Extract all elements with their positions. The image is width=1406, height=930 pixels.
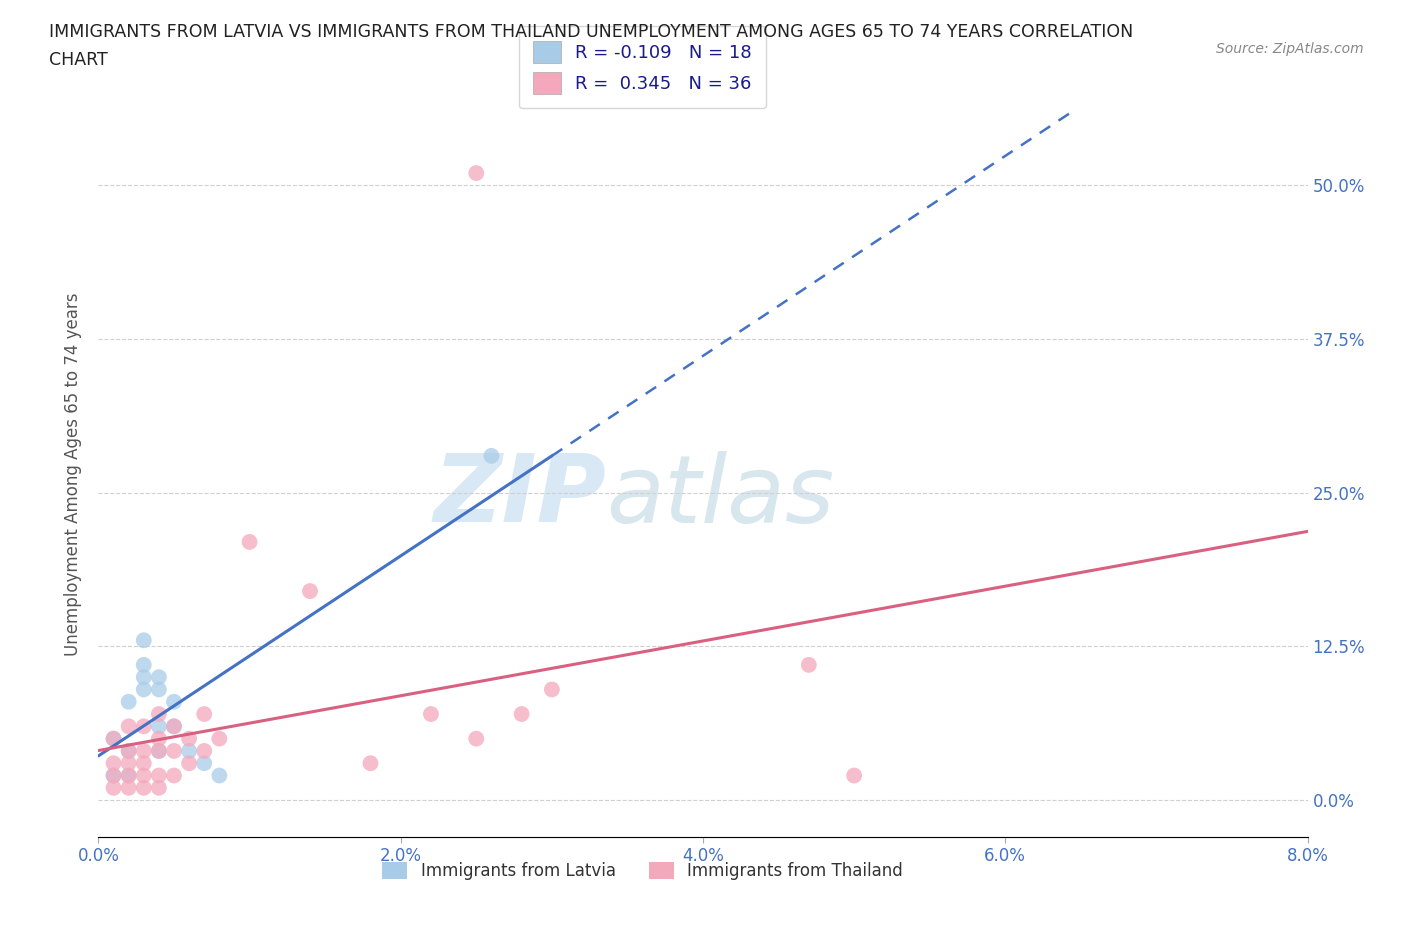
Point — [148, 707, 170, 722]
Point — [103, 756, 125, 771]
Text: atlas: atlas — [606, 450, 835, 541]
Point — [420, 707, 443, 722]
Point — [132, 743, 155, 758]
Point — [299, 584, 322, 599]
Point — [103, 780, 125, 795]
Y-axis label: Unemployment Among Ages 65 to 74 years: Unemployment Among Ages 65 to 74 years — [65, 293, 83, 656]
Point — [148, 731, 170, 746]
Point — [148, 780, 170, 795]
Point — [118, 743, 141, 758]
Legend: Immigrants from Latvia, Immigrants from Thailand: Immigrants from Latvia, Immigrants from … — [375, 856, 910, 886]
Point — [103, 731, 125, 746]
Point — [179, 743, 201, 758]
Point — [163, 719, 186, 734]
Point — [239, 535, 262, 550]
Point — [132, 658, 155, 672]
Point — [132, 719, 155, 734]
Point — [163, 743, 186, 758]
Point — [510, 707, 533, 722]
Point — [481, 448, 503, 463]
Text: Source: ZipAtlas.com: Source: ZipAtlas.com — [1216, 42, 1364, 56]
Point — [179, 731, 201, 746]
Point — [193, 756, 215, 771]
Point — [163, 719, 186, 734]
Point — [118, 756, 141, 771]
Point — [132, 632, 155, 647]
Point — [208, 768, 231, 783]
Point — [118, 768, 141, 783]
Point — [103, 768, 125, 783]
Point — [360, 756, 382, 771]
Point — [193, 743, 215, 758]
Point — [103, 731, 125, 746]
Point — [465, 731, 488, 746]
Point — [148, 719, 170, 734]
Point — [844, 768, 866, 783]
Point — [148, 768, 170, 783]
Point — [208, 731, 231, 746]
Text: ZIP: ZIP — [433, 450, 606, 542]
Point — [540, 682, 562, 697]
Point — [132, 780, 155, 795]
Text: IMMIGRANTS FROM LATVIA VS IMMIGRANTS FROM THAILAND UNEMPLOYMENT AMONG AGES 65 TO: IMMIGRANTS FROM LATVIA VS IMMIGRANTS FRO… — [49, 23, 1133, 41]
Point — [193, 707, 215, 722]
Point — [132, 670, 155, 684]
Point — [118, 743, 141, 758]
Point — [148, 743, 170, 758]
Point — [797, 658, 820, 672]
Point — [103, 768, 125, 783]
Point — [118, 719, 141, 734]
Point — [179, 756, 201, 771]
Point — [118, 695, 141, 710]
Point — [132, 756, 155, 771]
Point — [132, 768, 155, 783]
Point — [148, 670, 170, 684]
Point — [118, 768, 141, 783]
Point — [465, 166, 488, 180]
Point — [148, 743, 170, 758]
Point — [163, 768, 186, 783]
Point — [163, 695, 186, 710]
Point — [118, 780, 141, 795]
Point — [132, 682, 155, 697]
Text: CHART: CHART — [49, 51, 108, 69]
Point — [148, 682, 170, 697]
